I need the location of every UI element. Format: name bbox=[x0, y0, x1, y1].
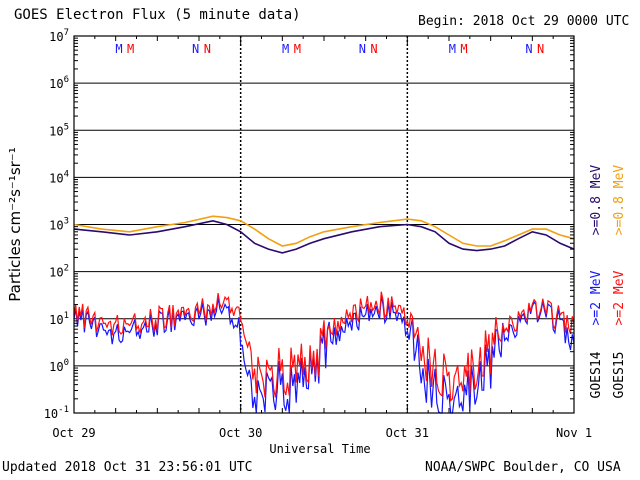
begin-time: Begin: 2018 Oct 29 0000 UTC bbox=[418, 14, 630, 29]
y-tick-label: 106 bbox=[49, 75, 69, 91]
legend-goes15-high: >=2 MeV bbox=[612, 270, 627, 325]
series-lines bbox=[73, 215, 575, 414]
orbit-marker-N: N bbox=[359, 42, 366, 56]
y-tick-label: 102 bbox=[49, 264, 69, 280]
y-axis-label: Particles cm⁻²s⁻¹sr⁻¹ bbox=[6, 147, 24, 301]
y-tick-label: 100 bbox=[49, 358, 69, 374]
orbit-marker-M: M bbox=[282, 42, 289, 56]
orbit-marker-N: N bbox=[370, 42, 377, 56]
x-tick-label: Nov 1 bbox=[556, 426, 592, 440]
y-tick-label: 103 bbox=[49, 217, 69, 233]
updated-timestamp: Updated 2018 Oct 31 23:56:01 UTC bbox=[2, 460, 253, 475]
orbit-marker-M: M bbox=[460, 42, 467, 56]
grid-lines bbox=[74, 36, 574, 413]
series-line-4 bbox=[73, 291, 575, 403]
series-line-2 bbox=[73, 215, 575, 247]
chart-title: GOES Electron Flux (5 minute data) bbox=[14, 7, 301, 23]
legend-goes14-high: >=2 MeV bbox=[589, 270, 604, 325]
orbit-marker-N: N bbox=[537, 42, 544, 56]
orbit-marker-M: M bbox=[115, 42, 122, 56]
legend-goes15-label: GOES15 bbox=[612, 352, 627, 399]
legend: >=0.8 MeV >=0.8 MeV >=2 MeV >=2 MeV GOES14 GO… bbox=[589, 165, 627, 399]
x-tick-label: Oct 30 bbox=[219, 426, 262, 440]
y-tick-label: 107 bbox=[49, 28, 69, 44]
credit-text: NOAA/SWPC Boulder, CO USA bbox=[425, 460, 621, 475]
x-tick-label: Oct 29 bbox=[52, 426, 95, 440]
orbit-marker-M: M bbox=[294, 42, 301, 56]
orbit-marker-M: M bbox=[449, 42, 456, 56]
axis-ticks bbox=[73, 36, 575, 413]
x-tick-label: Oct 31 bbox=[386, 426, 429, 440]
orbit-marker-N: N bbox=[204, 42, 211, 56]
orbit-marker-M: M bbox=[127, 42, 134, 56]
x-axis-label: Universal Time bbox=[269, 442, 371, 456]
legend-goes15-low: >=0.8 MeV bbox=[612, 165, 627, 236]
y-tick-label: 104 bbox=[49, 169, 69, 185]
series-line-3 bbox=[73, 295, 575, 414]
y-tick-label: 10-1 bbox=[44, 405, 69, 421]
y-tick-label: 105 bbox=[49, 122, 69, 138]
legend-goes14-label: GOES14 bbox=[589, 351, 604, 398]
y-tick-label: 101 bbox=[49, 311, 69, 327]
orbit-marker-N: N bbox=[525, 42, 532, 56]
legend-goes14-low: >=0.8 MeV bbox=[589, 165, 604, 236]
series-line-1 bbox=[73, 219, 575, 254]
orbit-marker-N: N bbox=[192, 42, 199, 56]
axis-labels: 107 106 105 104 103 102 101 100 10-1 Oct 29 Oct 30… bbox=[6, 28, 592, 440]
